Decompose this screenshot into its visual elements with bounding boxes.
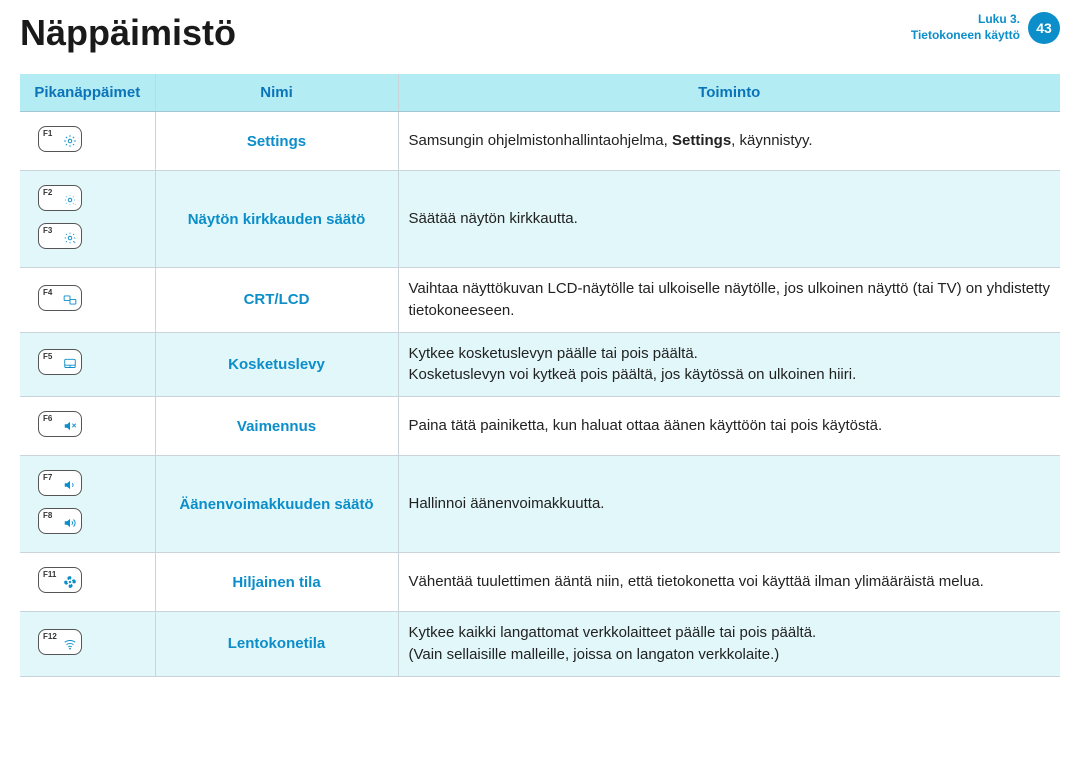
- col-header-function: Toiminto: [398, 74, 1060, 112]
- name-cell: Äänenvoimakkuuden säätö: [155, 456, 398, 553]
- keycap-label: F12: [43, 632, 57, 641]
- function-cell: Samsungin ohjelmistonhallintaohjelma, Se…: [398, 112, 1060, 171]
- keycap-label: F7: [43, 473, 52, 482]
- keycap-label: F5: [43, 352, 52, 361]
- keycap: F1: [38, 126, 82, 152]
- name-cell: Vaimennus: [155, 397, 398, 456]
- name-cell: Näytön kirkkauden säätö: [155, 171, 398, 268]
- table-row: F5 KosketuslevyKytkee kosketuslevyn pääll…: [20, 332, 1060, 397]
- svg-text:+: +: [74, 240, 77, 245]
- touchpad-icon: [62, 356, 78, 372]
- keycap: F2 -: [38, 185, 82, 211]
- brightness-down-icon: -: [62, 192, 78, 208]
- page-badge: Luku 3. Tietokoneen käyttö 43: [911, 12, 1060, 44]
- keycap: F4: [38, 285, 82, 311]
- col-header-shortcuts: Pikanäppäimet: [20, 74, 155, 112]
- keycap: F11: [38, 567, 82, 593]
- volume-up-icon: [62, 515, 78, 531]
- keycap-label: F8: [43, 511, 52, 520]
- function-cell: Hallinnoi äänenvoimakkuutta.: [398, 456, 1060, 553]
- function-cell: Kytkee kosketuslevyn päälle tai pois pää…: [398, 332, 1060, 397]
- table-row: F6 VaimennusPaina tätä painiketta, kun ha…: [20, 397, 1060, 456]
- keycap: F12: [38, 629, 82, 655]
- chapter-line-1: Luku 3.: [911, 12, 1020, 28]
- table-header-row: Pikanäppäimet Nimi Toiminto: [20, 74, 1060, 112]
- shortcut-cell: F4: [20, 268, 155, 333]
- name-cell: Lentokonetila: [155, 612, 398, 677]
- svg-text:-: -: [75, 202, 77, 207]
- keycap: F3 +: [38, 223, 82, 249]
- keycap-label: F6: [43, 414, 52, 423]
- gear-icon: [62, 133, 78, 149]
- page-number-circle: 43: [1028, 12, 1060, 44]
- table-row: F1 SettingsSamsungin ohjelmistonhallintao…: [20, 112, 1060, 171]
- function-cell: Vähentää tuulettimen ääntä niin, että ti…: [398, 553, 1060, 612]
- brightness-up-icon: +: [62, 230, 78, 246]
- mute-icon: [62, 418, 78, 434]
- page-title: Näppäimistö: [20, 12, 236, 54]
- name-cell: Kosketuslevy: [155, 332, 398, 397]
- keycap: F6: [38, 411, 82, 437]
- keycap-label: F4: [43, 288, 52, 297]
- function-key-table: Pikanäppäimet Nimi Toiminto F1 SettingsSa…: [20, 74, 1060, 677]
- keycap-label: F2: [43, 188, 52, 197]
- col-header-name: Nimi: [155, 74, 398, 112]
- chapter-label: Luku 3. Tietokoneen käyttö: [911, 12, 1020, 43]
- table-row: F2 - F3 + Näytön kirkkauden säätöSäätää näyt…: [20, 171, 1060, 268]
- volume-down-icon: [62, 477, 78, 493]
- shortcut-cell: F6: [20, 397, 155, 456]
- keycap-label: F11: [43, 570, 56, 579]
- page-number: 43: [1036, 20, 1052, 36]
- keycap: F7: [38, 470, 82, 496]
- function-cell: Säätää näytön kirkkautta.: [398, 171, 1060, 268]
- page-header: Näppäimistö Luku 3. Tietokoneen käyttö 4…: [20, 12, 1060, 54]
- table-row: F12 LentokonetilaKytkee kaikki langattoma…: [20, 612, 1060, 677]
- keycap-label: F3: [43, 226, 52, 235]
- shortcut-cell: F12: [20, 612, 155, 677]
- function-cell: Kytkee kaikki langattomat verkkolaitteet…: [398, 612, 1060, 677]
- keycap-label: F1: [43, 129, 52, 138]
- table-row: F7 F8 Äänenvoimakkuuden säätöHallinnoi ään…: [20, 456, 1060, 553]
- table-row: F4 CRT/LCDVaihtaa näyttökuvan LCD-näytöll…: [20, 268, 1060, 333]
- shortcut-cell: F1: [20, 112, 155, 171]
- keycap: F8: [38, 508, 82, 534]
- shortcut-cell: F11: [20, 553, 155, 612]
- keycap: F5: [38, 349, 82, 375]
- fan-icon: [62, 574, 78, 590]
- shortcut-cell: F5: [20, 332, 155, 397]
- chapter-line-2: Tietokoneen käyttö: [911, 28, 1020, 44]
- display-switch-icon: [62, 292, 78, 308]
- shortcut-cell: F7 F8: [20, 456, 155, 553]
- wifi-icon: [62, 636, 78, 652]
- table-row: F11 Hiljainen tilaVähentää tuulettimen ää…: [20, 553, 1060, 612]
- name-cell: Hiljainen tila: [155, 553, 398, 612]
- name-cell: CRT/LCD: [155, 268, 398, 333]
- shortcut-cell: F2 - F3 +: [20, 171, 155, 268]
- function-cell: Paina tätä painiketta, kun haluat ottaa …: [398, 397, 1060, 456]
- function-cell: Vaihtaa näyttökuvan LCD-näytölle tai ulk…: [398, 268, 1060, 333]
- name-cell: Settings: [155, 112, 398, 171]
